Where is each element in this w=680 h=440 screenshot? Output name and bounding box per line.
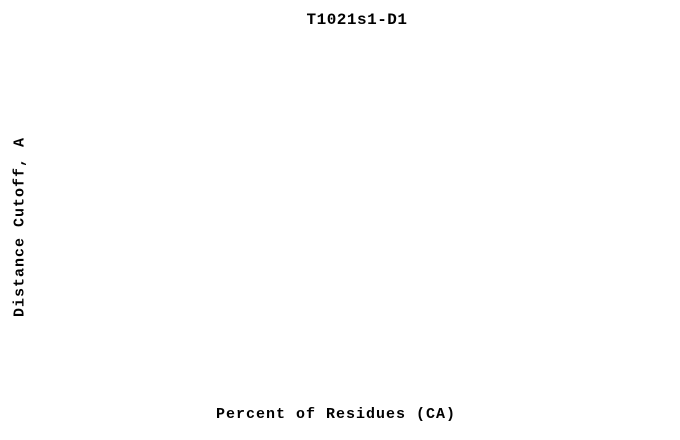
chart-title: T1021s1-D1 [306,11,408,29]
x-axis-title: Percent of Residues (CA) [215,406,457,423]
